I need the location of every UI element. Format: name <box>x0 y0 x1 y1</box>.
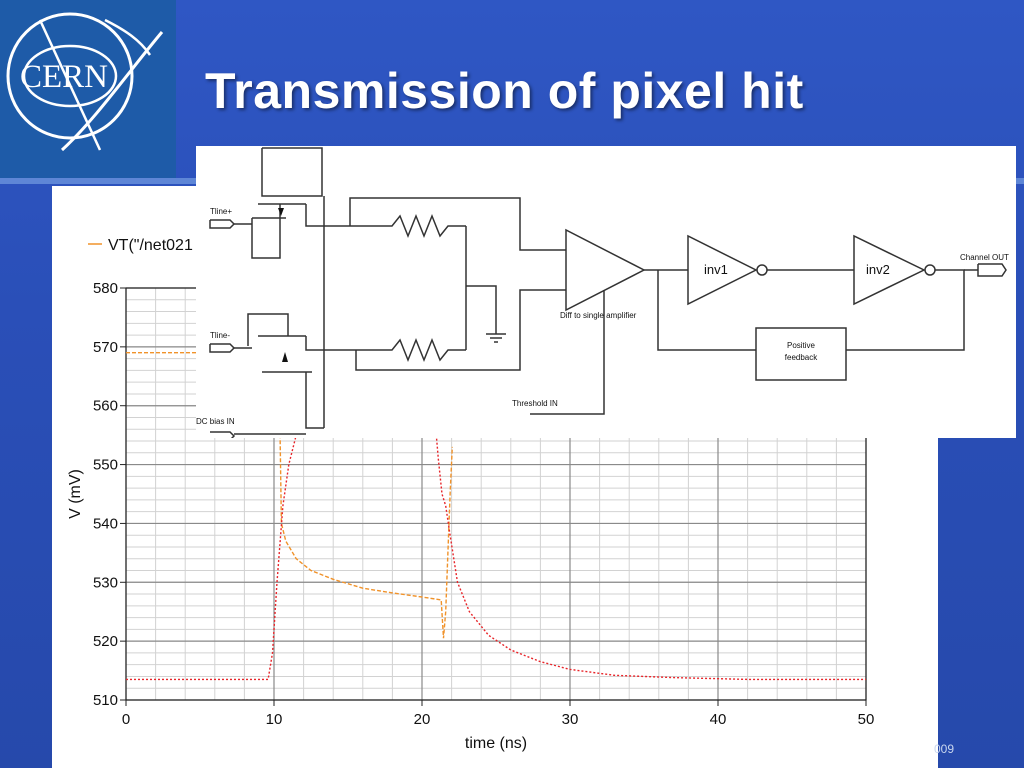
amplifier-label: Diff to single amplifier <box>560 311 637 320</box>
x-tick-label: 20 <box>414 711 431 728</box>
cern-logo-text: CERN <box>20 59 108 95</box>
series-line-2 <box>126 404 866 681</box>
y-tick-label: 570 <box>93 339 118 356</box>
series-line-1 <box>126 288 453 639</box>
y-tick-label: 530 <box>93 574 118 591</box>
legend: VT("/net021 <box>88 237 193 254</box>
y-tick-label: 550 <box>93 457 118 474</box>
threshold-label: Threshold IN <box>512 399 558 408</box>
legend-label: VT("/net021 <box>108 237 193 254</box>
y-tick-label: 520 <box>93 633 118 650</box>
transistor-arrows <box>278 208 288 362</box>
cern-logo-graphic: CERN <box>6 12 164 152</box>
cern-logo: CERN <box>0 0 176 178</box>
tline-plus-label: Tline+ <box>210 207 232 216</box>
x-tick-label: 0 <box>122 711 130 728</box>
inv2-label: inv2 <box>866 262 890 277</box>
tline-minus-label: Tline- <box>210 331 230 340</box>
series-group <box>126 288 866 681</box>
slide-title: Transmission of pixel hit <box>205 63 804 119</box>
y-tick-label: 540 <box>93 515 118 532</box>
x-axis-label: time (ns) <box>465 735 527 752</box>
footer-year: 009 <box>934 742 955 756</box>
inv1-label: inv1 <box>704 262 728 277</box>
x-tick-label: 10 <box>266 711 283 728</box>
circuit-schematic: Tline+ Tline- DC bias IN Threshold IN Di… <box>196 147 1009 438</box>
y-tick-label: 580 <box>93 280 118 297</box>
dc-bias-label: DC bias IN <box>196 417 235 426</box>
y-axis-label: V (mV) <box>67 469 84 519</box>
feedback-label-line2: feedback <box>785 353 818 362</box>
y-tick-label: 510 <box>93 692 118 709</box>
channel-out-label: Channel OUT <box>960 253 1009 262</box>
feedback-label-line1: Positive <box>787 341 816 350</box>
y-tick-label: 560 <box>93 398 118 415</box>
x-tick-label: 30 <box>562 711 579 728</box>
axis-ticks: 510 520 530 540 550 560 570 580 0 10 20 30 40 50 <box>93 280 874 728</box>
x-tick-label: 50 <box>858 711 875 728</box>
x-tick-label: 40 <box>710 711 727 728</box>
schematic-wiring <box>209 147 1007 438</box>
